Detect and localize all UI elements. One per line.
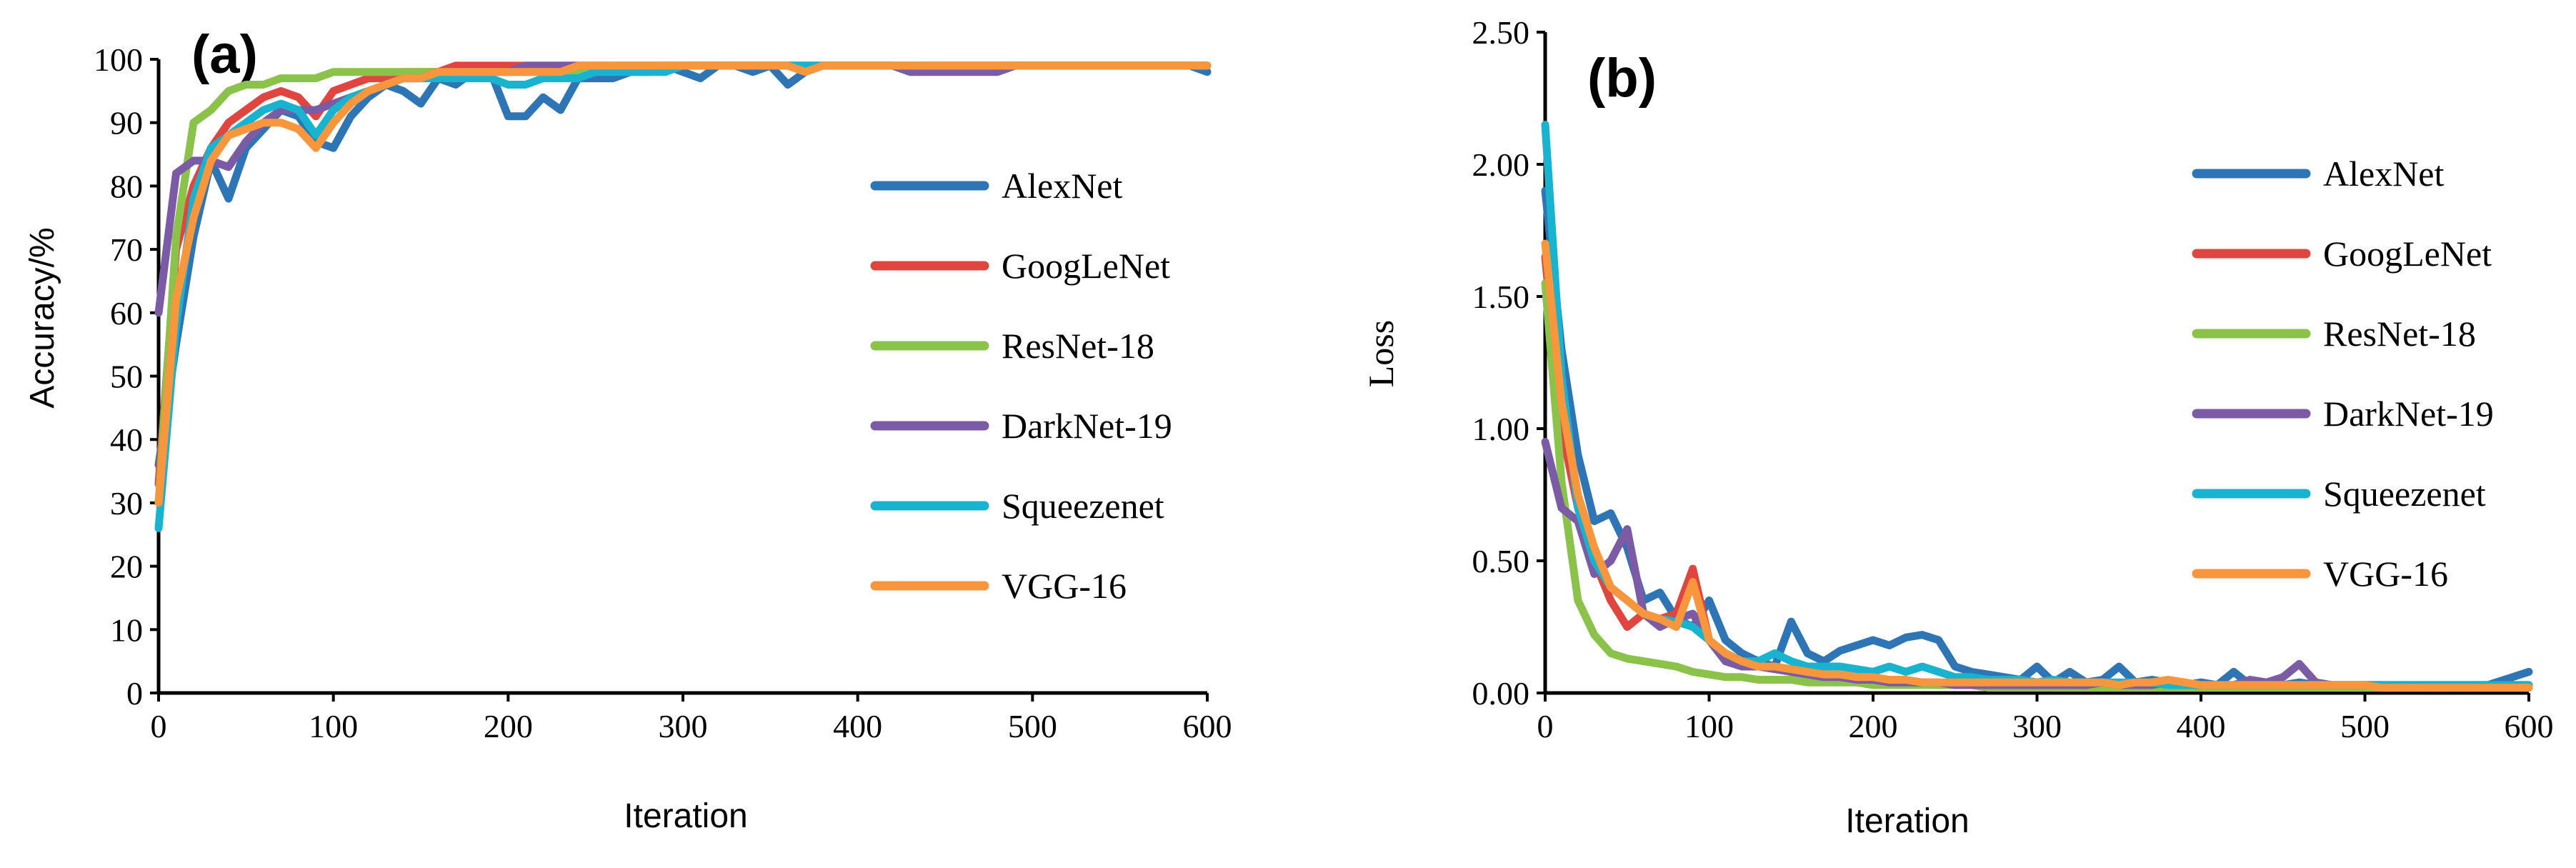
panel-b-xtick-label: 200 — [1849, 708, 1898, 744]
panel-a-xtick-label: 500 — [1008, 708, 1057, 744]
panel-b-legend-label-vgg-16: VGG-16 — [2323, 554, 2448, 594]
panel-b-xtick-label: 600 — [2505, 708, 2554, 744]
panel-label-a: (a) — [191, 24, 258, 85]
panel-b-legend-label-googlenet: GoogLeNet — [2323, 234, 2492, 274]
panel-a-ytick-label: 50 — [110, 359, 143, 395]
panel-b-xtick-label: 100 — [1684, 708, 1734, 744]
panel-a-legend-label-vgg-16: VGG-16 — [1002, 566, 1127, 606]
panel-b-ytick-label: 2.00 — [1472, 146, 1530, 183]
panel-a-xtick-label: 0 — [151, 708, 167, 744]
panel-b-legend-label-resnet-18: ResNet-18 — [2323, 314, 2476, 354]
panel-a-ytick-label: 30 — [110, 485, 143, 522]
panel-b-loss-chart: (b) Loss Iteration 0.00 0.50 1.00 1.50 2.00 2… — [1361, 14, 2554, 840]
panel-b-xtick-label: 0 — [1537, 708, 1554, 744]
panel-a-series-vgg-16 — [154, 61, 1212, 507]
panel-b-legend-label-darknet-19: DarkNet-19 — [2323, 394, 2494, 434]
panel-a-xtick-label: 100 — [309, 708, 358, 744]
panel-a-ylabel: Accuracy/% — [24, 227, 61, 408]
panel-a-ytick-label: 40 — [110, 421, 143, 458]
panel-a-ytick-label: 80 — [110, 168, 143, 204]
panel-a-ytick-label: 70 — [110, 231, 143, 268]
panel-a-ytick-label: 20 — [110, 549, 143, 585]
panel-a-legend-label-googlenet: GoogLeNet — [1002, 246, 1170, 286]
panel-b-legend-label-squeezenet: Squeezenet — [2323, 474, 2486, 514]
panel-a-xtick-label: 600 — [1183, 708, 1232, 744]
panel-b-ytick-label: 1.00 — [1472, 411, 1530, 447]
panel-a-ytick-label: 100 — [94, 41, 143, 78]
panel-b-ytick-label: 0.50 — [1472, 543, 1530, 579]
panel-a-ytick-label: 10 — [110, 612, 143, 648]
panel-b-xtick-label: 400 — [2177, 708, 2226, 744]
panel-a-xlabel: Iteration — [624, 797, 747, 835]
panel-b-ylabel: Loss — [1361, 320, 1401, 387]
panel-b-ytick-label: 1.50 — [1472, 279, 1530, 315]
panel-b-xtick-label: 300 — [2012, 708, 2062, 744]
panel-b-xtick-label: 500 — [2340, 708, 2390, 744]
panel-a-legend-label-alexnet: AlexNet — [1002, 166, 1122, 206]
panel-b-xlabel: Iteration — [1845, 802, 1969, 840]
panel-b-legend-label-alexnet: AlexNet — [2323, 154, 2444, 194]
panel-a-ytick-label: 60 — [110, 295, 143, 331]
panel-a-series-squeezenet — [154, 61, 1212, 532]
panel-a-legend-label-darknet-19: DarkNet-19 — [1002, 406, 1172, 446]
panel-b-ytick-label: 0.00 — [1472, 675, 1530, 712]
panel-a-xtick-label: 300 — [659, 708, 708, 744]
panel-a-accuracy-chart: (a) Accuracy/% Iteration 0 10 20 30 40 50 60 70… — [24, 24, 1232, 835]
panel-a-legend-label-squeezenet: Squeezenet — [1002, 486, 1164, 526]
panel-b-series-vgg-16 — [1541, 239, 2533, 692]
panel-b-ytick-label: 2.50 — [1472, 14, 1530, 51]
panel-a-legend-label-resnet-18: ResNet-18 — [1002, 326, 1154, 366]
panel-a-xtick-label: 400 — [833, 708, 882, 744]
panel-label-b: (b) — [1587, 48, 1657, 109]
panel-a-ytick-label: 90 — [110, 105, 143, 141]
panel-a-ytick-label: 0 — [126, 675, 143, 712]
panel-a-xtick-label: 200 — [484, 708, 533, 744]
